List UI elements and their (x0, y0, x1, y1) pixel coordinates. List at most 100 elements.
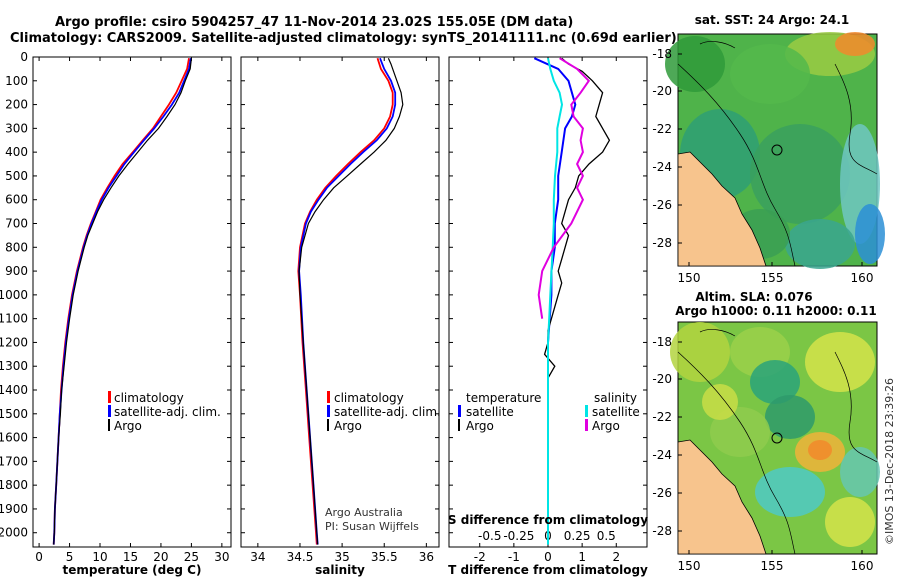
x-tick-label: 0 (35, 550, 43, 564)
pi-text: PI: Susan Wijffels (325, 520, 419, 533)
field-patch (750, 124, 850, 224)
temperature-legend: climatology satellite-adj. clim. Argo (108, 391, 221, 433)
legend-t-title: temperature (466, 391, 541, 405)
argo-location-marker (771, 432, 783, 444)
depth-tick-label: 100 (5, 74, 28, 88)
series-satellite-adj-clim- (52, 58, 192, 545)
sla-map-frame (677, 321, 878, 555)
x-tick-label: 30 (214, 550, 229, 564)
x-tick-label: 36 (419, 550, 434, 564)
field-patch (665, 36, 725, 92)
legend-sal-satellite: satellite-adj. clim. (334, 405, 441, 419)
sst-map (665, 32, 885, 269)
depth-tick-label: 500 (5, 169, 28, 183)
salinity-plot: 34 34.5 35 35.5 36 (250, 57, 434, 564)
depth-tick-label: 300 (5, 121, 28, 135)
contour-line (834, 63, 878, 175)
legend-satellite: satellite-adj. clim. (114, 405, 221, 419)
legend-sal-climatology-swatch (327, 391, 330, 403)
argo-location-marker (771, 144, 783, 156)
field-patch (785, 219, 855, 269)
land-mass (677, 151, 767, 267)
x-tick-label: 20 (153, 550, 168, 564)
t-difference-axis-label: T difference from climatology (448, 563, 648, 577)
x-tick-label: 15 (123, 550, 138, 564)
t-tick-label: -1 (508, 550, 520, 564)
s-difference-axis-label: S difference from climatology (448, 513, 648, 527)
legend-s-argo: Argo (592, 419, 620, 433)
field-patch (702, 384, 738, 420)
difference-legend: temperature satellite Argo salinity sate… (458, 391, 640, 433)
land-mass (677, 439, 767, 555)
legend-s-title: salinity (594, 391, 637, 405)
depth-tick-label: 400 (5, 145, 28, 159)
map-y-tick-label: -18 (652, 335, 672, 349)
sst-map-title: sat. SST: 24 Argo: 24.1 (695, 13, 849, 27)
legend-s-satellite: satellite (592, 405, 640, 419)
legend-sal-climatology: climatology (334, 391, 404, 405)
map-y-tick-label: -22 (652, 410, 672, 424)
map-y-tick-label: -20 (652, 372, 672, 386)
map-x-tick-label: 160 (851, 271, 874, 285)
legend-climatology-swatch (108, 391, 111, 403)
salinity-legend: climatology satellite-adj. clim. Argo (327, 391, 441, 433)
map-y-tick-label: -22 (652, 122, 672, 136)
s-tick-label: 0.5 (597, 529, 616, 543)
field-patch (808, 440, 832, 460)
depth-tick-label: 1300 (0, 359, 28, 373)
sla-map-field (670, 322, 880, 555)
legend-t-argo-swatch (458, 419, 460, 431)
legend-satellite-swatch (108, 405, 111, 417)
legend-argo: Argo (114, 419, 142, 433)
field-patch (670, 322, 730, 382)
series-climatology (52, 58, 190, 545)
map-y-tick-label: -18 (652, 47, 672, 61)
depth-tick-label: 200 (5, 98, 28, 112)
map-y-tick-label: -20 (652, 84, 672, 98)
field-patch (750, 360, 800, 404)
map-x-tick-label: 150 (678, 559, 701, 573)
x-tick-label: 10 (92, 550, 107, 564)
series-s-satellite (547, 57, 564, 545)
field-patch (855, 204, 885, 264)
salinity-axis-label: salinity (315, 563, 365, 577)
legend-t-argo: Argo (466, 419, 494, 433)
field-patch (730, 44, 810, 104)
field-patch (765, 395, 815, 439)
legend-t-satellite: satellite (466, 405, 514, 419)
series-s-argo (537, 57, 591, 319)
map-y-tick-label: -24 (652, 448, 672, 462)
sst-map-frame (677, 33, 878, 267)
legend-sal-argo-swatch (327, 419, 329, 431)
contour-line (677, 351, 796, 555)
x-tick-label: 35 (334, 550, 349, 564)
temperature-axis-label: temperature (deg C) (63, 563, 202, 577)
field-patch (840, 447, 880, 497)
contour-line (677, 63, 796, 267)
map-y-tick-label: -24 (652, 160, 672, 174)
legend-s-satellite-swatch (585, 405, 588, 417)
argo-australia-text: Argo Australia (325, 506, 403, 519)
sla-map (670, 321, 880, 555)
depth-tick-label: 600 (5, 193, 28, 207)
legend-sal-satellite-swatch (327, 405, 330, 417)
legend-t-satellite-swatch (458, 405, 461, 417)
legend-climatology: climatology (114, 391, 184, 405)
depth-tick-label: 1200 (0, 335, 28, 349)
depth-tick-label: 0 (20, 50, 28, 64)
sst-map-field (665, 32, 885, 269)
field-patch (825, 497, 875, 547)
temperature-panel (32, 56, 232, 548)
depth-tick-label: 1100 (0, 312, 28, 326)
depth-tick-label: 700 (5, 217, 28, 231)
series-argo (53, 58, 192, 545)
field-patch (755, 467, 825, 517)
depth-tick-label: 1500 (0, 407, 28, 421)
x-tick-label: 5 (66, 550, 74, 564)
s-tick-label: -0.5 (478, 529, 501, 543)
legend-sal-argo: Argo (334, 419, 362, 433)
legend-argo-swatch (108, 419, 110, 431)
t-tick-label: 0 (544, 550, 552, 564)
